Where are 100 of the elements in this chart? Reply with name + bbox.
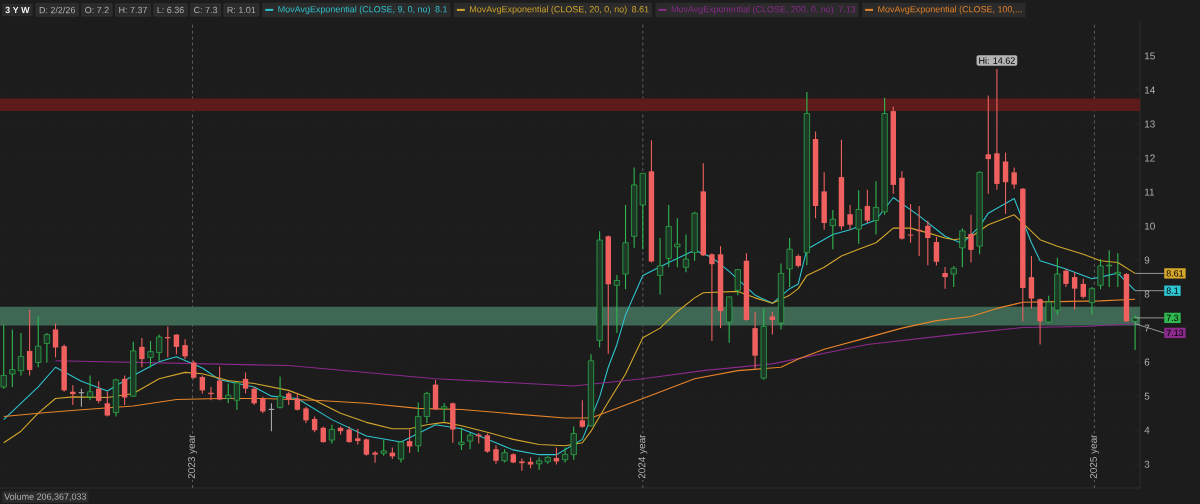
candlestick — [139, 337, 145, 368]
y-tick-label: 14 — [1144, 86, 1155, 94]
text: 8.61 — [632, 6, 649, 13]
candlestick — [95, 380, 102, 404]
candlestick — [777, 262, 785, 331]
candlestick — [104, 391, 111, 418]
text: R: 1.01 — [227, 6, 256, 14]
candlestick — [925, 220, 931, 266]
chart-title: 3 Y W — [5, 6, 30, 14]
candlestick — [933, 236, 940, 267]
candlestick — [328, 424, 335, 444]
candlestick — [562, 446, 569, 464]
y-tick-label: 3 — [1144, 460, 1150, 468]
candlestick — [233, 382, 240, 411]
candlestick — [415, 402, 422, 453]
candlestick — [372, 450, 378, 464]
line-series — [3, 298, 1136, 419]
y-tick-label: 10 — [1144, 222, 1155, 230]
y-tick-label: 8 — [1144, 290, 1150, 298]
legend-label: MovAvgExponential (CLOSE, 100,... — [878, 5, 1022, 15]
text: Volume 206,367,033 — [4, 493, 87, 501]
candlestick — [1063, 268, 1069, 288]
legend-label: MovAvgExponential (CLOSE, 9, 0, no) — [278, 5, 430, 15]
text: 8.1 — [435, 6, 448, 13]
legend-label: MovAvgExponential (CLOSE, 200, 0, no) — [671, 5, 834, 15]
candlestick — [1114, 252, 1121, 288]
candlestick — [1011, 167, 1017, 190]
text: D: 2/2/26 — [39, 6, 75, 14]
y-tick-label: 7 — [1144, 324, 1150, 332]
candlestick — [406, 428, 413, 454]
y-tick-label: 11 — [1144, 188, 1155, 196]
candlestick — [9, 328, 16, 388]
y-tick-label: 15 — [1144, 52, 1155, 60]
candlestick — [216, 366, 223, 401]
candlestick — [682, 234, 690, 273]
legend-label: MovAvgExponential (CLOSE, 20, 0, no) — [470, 5, 627, 15]
candlestick — [760, 307, 767, 381]
candlestick — [26, 309, 33, 376]
candlestick — [613, 274, 620, 334]
x-tick-label: 2023 year — [187, 434, 198, 479]
candlestick — [959, 227, 966, 268]
data-label: 8.61 — [1166, 270, 1184, 277]
candlestick — [829, 209, 836, 250]
candlestick — [657, 237, 664, 295]
candlestick — [942, 266, 948, 290]
y-tick-label: 5 — [1144, 392, 1150, 400]
candlestick — [17, 332, 25, 376]
y-tick-label: 12 — [1144, 154, 1155, 162]
candlestick — [52, 323, 59, 358]
candlestick — [1054, 257, 1061, 316]
candlestick — [1088, 286, 1095, 316]
candlestick — [786, 237, 793, 288]
x-tick-label: 2024 year — [638, 434, 648, 479]
candlestick — [70, 384, 76, 406]
candlestick — [173, 333, 180, 355]
candlestick — [968, 214, 974, 264]
candlestick — [622, 204, 629, 290]
x-tick-label: 2025 year — [1089, 434, 1099, 479]
candlestick — [1071, 271, 1078, 310]
candlestick — [709, 252, 715, 342]
text: H: 7.37 — [119, 6, 147, 14]
candlestick — [121, 374, 128, 406]
candlestick — [864, 189, 871, 224]
data-label: 7.13 — [1166, 329, 1184, 337]
candlestick — [579, 399, 586, 429]
candlestick — [1106, 249, 1113, 288]
candlestick — [147, 340, 154, 368]
text: 7.13 — [838, 6, 856, 13]
candlestick — [87, 374, 94, 401]
candlestick — [484, 433, 491, 454]
y-tick-label: 13 — [1144, 120, 1155, 128]
candlestick — [985, 94, 991, 195]
candlestick — [674, 217, 681, 268]
candlestick — [112, 379, 120, 418]
candlestick — [691, 212, 698, 262]
y-tick-label: 4 — [1144, 426, 1150, 434]
candlestick — [0, 324, 7, 390]
annotation: 7.3 — [1166, 314, 1179, 322]
candlestick — [190, 360, 197, 380]
candlestick — [587, 353, 595, 427]
candlestick — [872, 180, 880, 236]
data-label: 8.1 — [1166, 287, 1179, 294]
candlestick — [1132, 314, 1139, 351]
y-tick-label: 9 — [1144, 256, 1150, 264]
annotation: Hi: 14.62 — [979, 57, 1015, 64]
candlestick — [199, 374, 206, 394]
candlestick — [519, 457, 525, 472]
candlestick — [423, 391, 430, 424]
candlestick — [182, 338, 188, 360]
candlestick — [570, 425, 577, 461]
candlestick — [251, 386, 257, 406]
candlestick — [665, 204, 672, 268]
candlestick — [855, 189, 862, 245]
candlestick — [493, 444, 499, 465]
candlestick — [881, 97, 888, 216]
candlestick — [803, 91, 810, 266]
candlestick — [1002, 152, 1009, 215]
candlestick — [458, 427, 465, 451]
candlestick — [242, 371, 249, 394]
y-tick-label: 6 — [1144, 358, 1150, 366]
